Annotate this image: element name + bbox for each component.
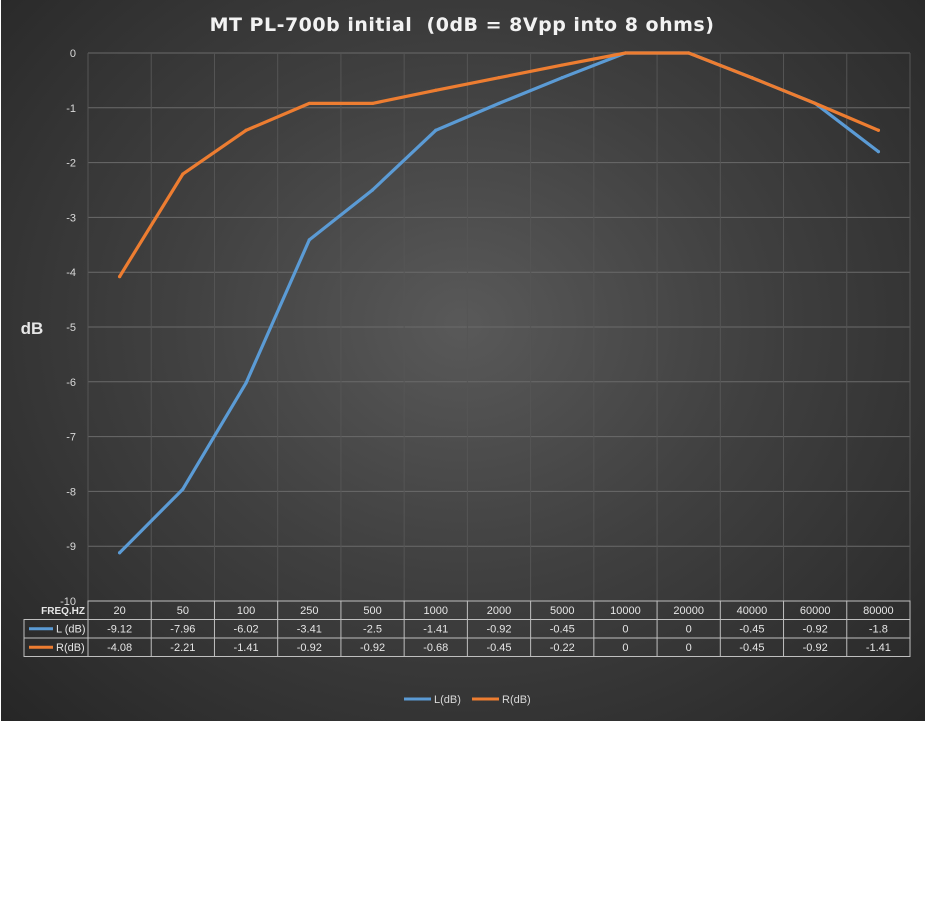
data-label: -0.45 xyxy=(739,624,764,636)
data-point xyxy=(497,101,501,106)
data-point xyxy=(370,188,375,192)
data-point xyxy=(244,381,248,385)
x-tick-label: 20000 xyxy=(673,605,704,617)
data-point xyxy=(876,128,880,132)
series-layer xyxy=(117,51,881,555)
y-axis-label: dB xyxy=(21,319,44,338)
data-label: -1.8 xyxy=(869,624,888,636)
x-tick-label: 60000 xyxy=(800,605,831,617)
data-point xyxy=(181,172,185,176)
y-tick-label: -3 xyxy=(66,212,76,224)
y-tick-label: -6 xyxy=(66,377,76,389)
data-table: FREQ.HZ 20 50 100 250 500 1000 2000 5000 10000 200… xyxy=(23,600,911,657)
data-label: 0 xyxy=(622,642,628,654)
data-label: 0 xyxy=(622,624,628,636)
data-point xyxy=(434,88,438,92)
chart-svg: MT PL-700b initial (0dB = 8Vpp into 8 oh… xyxy=(21,14,911,706)
table-series-name: R(dB) xyxy=(56,642,85,654)
data-label: -1.41 xyxy=(866,642,891,654)
legend-entry: R(dB) xyxy=(502,694,531,706)
data-label: -1.41 xyxy=(423,624,448,636)
data-point xyxy=(118,274,122,279)
data-label: 0 xyxy=(686,624,692,636)
data-label: -7.96 xyxy=(170,624,195,636)
data-point xyxy=(434,128,438,132)
data-point xyxy=(750,76,754,80)
data-label: -0.45 xyxy=(550,624,575,636)
y-tick-label: -10 xyxy=(60,596,76,608)
x-tick-label: 1000 xyxy=(424,605,448,617)
data-label: -0.92 xyxy=(360,642,385,654)
x-tick-label: 40000 xyxy=(737,605,768,617)
data-label: -0.92 xyxy=(486,624,511,636)
data-point xyxy=(813,101,817,106)
y-tick-label: -5 xyxy=(66,322,76,334)
data-point xyxy=(181,487,185,491)
data-label: -0.22 xyxy=(550,642,575,654)
data-label: -0.68 xyxy=(423,642,448,654)
y-tick-labels: 0 -1 -2 -3 -4 -5 -6 -7 -8 -9 -10 xyxy=(60,48,76,608)
table-series-name: L (dB) xyxy=(56,624,86,636)
data-point xyxy=(623,51,628,55)
chart-area: MT PL-700b initial (0dB = 8Vpp into 8 oh… xyxy=(1,0,925,721)
series-line-1 xyxy=(117,51,881,279)
x-tick-label: 20 xyxy=(113,605,125,617)
data-point xyxy=(244,128,248,132)
data-label: -9.12 xyxy=(107,624,132,636)
x-tick-label: 2000 xyxy=(487,605,511,617)
y-tick-label: -1 xyxy=(66,103,76,115)
data-label: -0.45 xyxy=(486,642,511,654)
y-tick-label: -8 xyxy=(66,486,76,498)
data-label: -0.92 xyxy=(297,642,322,654)
x-tick-label: 80000 xyxy=(863,605,894,617)
x-tick-label: 10000 xyxy=(610,605,641,617)
data-label: -3.41 xyxy=(297,624,322,636)
x-tick-label: 250 xyxy=(300,605,318,617)
data-label: -0.92 xyxy=(803,642,828,654)
y-tick-label: -4 xyxy=(66,267,76,279)
data-point xyxy=(307,238,311,242)
data-label: -4.08 xyxy=(107,642,132,654)
x-tick-label: 5000 xyxy=(550,605,574,617)
y-tick-label: 0 xyxy=(70,48,76,60)
data-point xyxy=(370,101,375,106)
data-label: -1.41 xyxy=(234,642,259,654)
data-point xyxy=(307,101,311,106)
data-label: -0.45 xyxy=(739,642,764,654)
x-tick-label: 500 xyxy=(363,605,381,617)
data-point xyxy=(560,63,564,67)
data-point xyxy=(497,76,501,80)
data-point xyxy=(687,51,691,55)
data-point xyxy=(876,150,880,154)
x-tick-label: 100 xyxy=(237,605,255,617)
data-label: -6.02 xyxy=(234,624,259,636)
legend: L(dB) R(dB) xyxy=(404,694,531,706)
series-line-0 xyxy=(117,51,881,555)
data-label: -2.21 xyxy=(170,642,195,654)
data-label: 0 xyxy=(686,642,692,654)
x-tick-label: 50 xyxy=(177,605,189,617)
data-label: -2.5 xyxy=(363,624,382,636)
legend-entry: L(dB) xyxy=(434,694,461,706)
data-point xyxy=(118,551,122,555)
y-tick-label: -9 xyxy=(66,541,76,553)
y-tick-label: -7 xyxy=(66,432,76,444)
grid-layer xyxy=(87,52,911,602)
data-label: -0.92 xyxy=(803,624,828,636)
table-header-label: FREQ.HZ xyxy=(41,606,85,617)
y-tick-label: -2 xyxy=(66,158,76,170)
data-point xyxy=(560,76,564,80)
chart-title: MT PL-700b initial (0dB = 8Vpp into 8 oh… xyxy=(210,14,715,36)
